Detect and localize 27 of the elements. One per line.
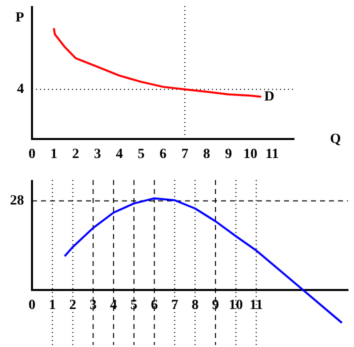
annotation: D <box>264 89 274 104</box>
x-tick-label: 8 <box>203 147 210 162</box>
x-tick-label: 6 <box>160 147 166 162</box>
x-tick-label: 7 <box>181 147 188 162</box>
text: 4 <box>17 82 24 97</box>
x-tick-label: 7 <box>171 298 178 314</box>
x-tick-label: 9 <box>212 298 219 314</box>
x-tick-label: 2 <box>69 298 76 314</box>
x-tick-label: 5 <box>138 147 145 162</box>
x-tick-label: 1 <box>50 147 58 162</box>
y-axis-title: P <box>15 10 24 26</box>
x-tick-label: 0 <box>28 147 36 162</box>
x-tick-label: 0 <box>28 298 36 314</box>
x-tick-label: 6 <box>150 298 158 314</box>
x-tick-label: 10 <box>228 298 243 314</box>
text: 28 <box>10 194 24 209</box>
x-tick-label: 5 <box>130 298 138 314</box>
x-tick-label: 3 <box>94 147 101 162</box>
x-tick-label: 2 <box>72 147 80 162</box>
x-axis-title: Q <box>330 132 341 147</box>
x-tick-label: 9 <box>225 147 232 162</box>
x-tick-label: 3 <box>90 298 97 314</box>
x-tick-label: 11 <box>250 298 263 314</box>
x-tick-label: 11 <box>266 147 279 162</box>
x-tick-label: 8 <box>192 298 199 314</box>
x-tick-label: 10 <box>243 147 258 162</box>
x-tick-label: 4 <box>116 147 123 162</box>
